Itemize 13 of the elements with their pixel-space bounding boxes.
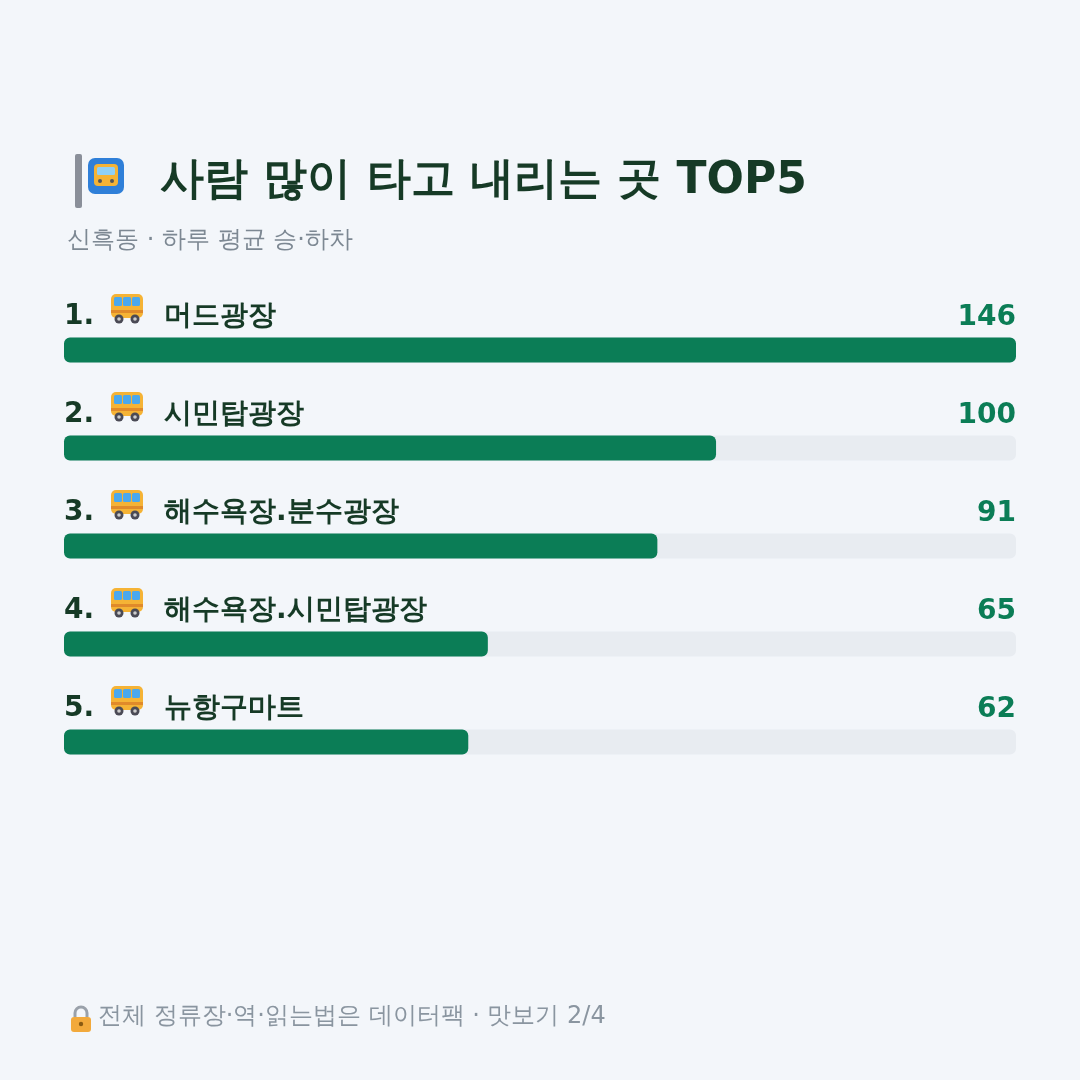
chart-subtitle: 신흑동 · 하루 평균 승·하차 [67, 225, 353, 253]
text: 전체 정류장·역·읽는법은 데이터팩 · 맛보기 2/4 [98, 1001, 606, 1029]
data-label: 91 [977, 495, 1016, 528]
category-label: 3. 해수욕장.분수광장 [64, 493, 399, 527]
data-label: 65 [977, 593, 1016, 626]
category-label: 4. 해수욕장.시민탑광장 [64, 591, 427, 625]
data-label: 62 [977, 691, 1016, 724]
category-label: 5. 뉴항구마트 [64, 689, 305, 723]
category-label: 2. 시민탑광장 [64, 395, 305, 429]
category-label: 1. 머드광장 [64, 297, 277, 331]
data-label: 146 [957, 299, 1016, 332]
data-label: 100 [957, 397, 1016, 430]
chart-title: 사람 많이 타고 내리는 곳 TOP5 [160, 151, 807, 203]
